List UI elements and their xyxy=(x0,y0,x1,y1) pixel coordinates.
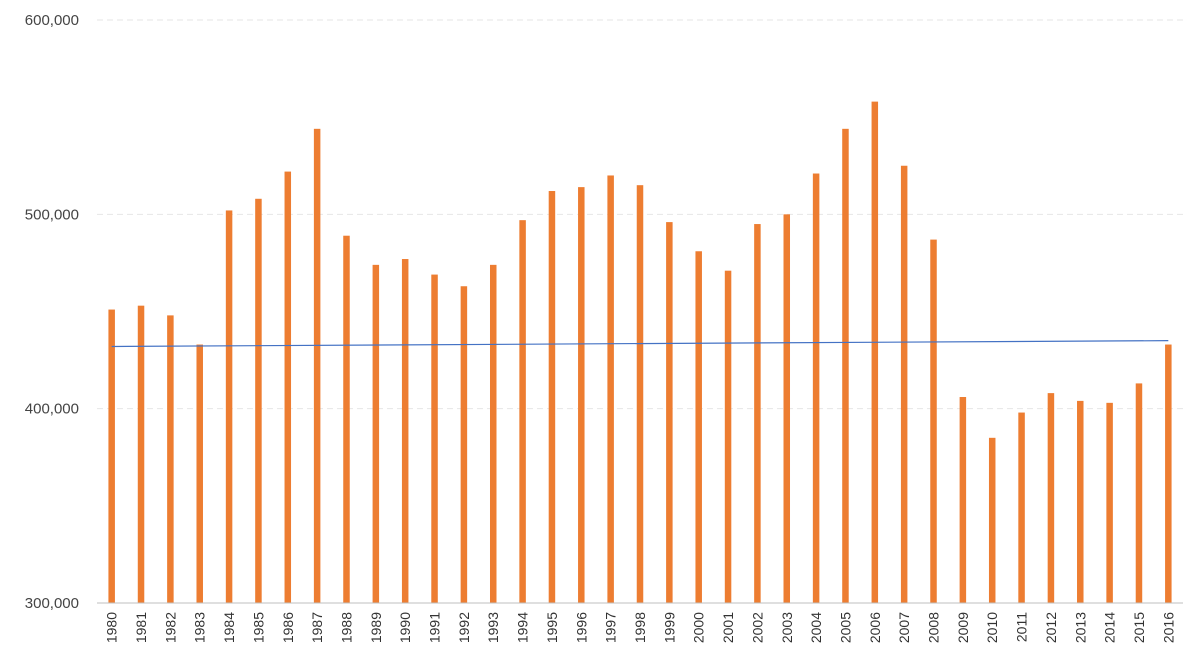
bar xyxy=(519,220,526,603)
bar xyxy=(489,264,497,603)
y-tick-label: 300,000 xyxy=(25,595,79,612)
x-tick-label: 2016 xyxy=(1160,612,1176,643)
x-tick-label: 2004 xyxy=(808,612,824,643)
x-tick-label: 1996 xyxy=(573,612,589,643)
bar xyxy=(401,259,409,603)
bar xyxy=(636,185,644,603)
x-tick-label: 2011 xyxy=(1014,612,1030,642)
x-tick-label: 2014 xyxy=(1102,612,1118,643)
x-tick-label: 2010 xyxy=(984,612,1000,643)
bar xyxy=(225,210,233,604)
bar xyxy=(284,171,292,603)
bar xyxy=(607,175,614,603)
bar xyxy=(842,128,849,603)
trendline xyxy=(111,340,1169,348)
y-tick-label: 500,000 xyxy=(25,206,79,223)
x-tick-label: 1994 xyxy=(515,612,531,643)
x-tick-label: 2012 xyxy=(1043,612,1059,643)
x-tick-label: 1990 xyxy=(397,612,413,643)
x-tick-label: 1992 xyxy=(456,612,472,643)
bar xyxy=(1165,344,1172,603)
x-tick-label: 1991 xyxy=(427,612,443,643)
bar xyxy=(578,187,585,604)
bar xyxy=(372,264,380,603)
bar xyxy=(959,397,967,603)
x-tick-label: 2002 xyxy=(749,612,765,643)
bar xyxy=(1135,383,1143,603)
x-tick-label: 2001 xyxy=(720,612,736,643)
x-tick-label: 1993 xyxy=(485,612,501,643)
bar xyxy=(900,165,908,603)
x-tick-label: 1989 xyxy=(368,612,384,643)
bar xyxy=(1077,400,1084,603)
bar-series xyxy=(108,101,1172,604)
bar xyxy=(695,251,702,604)
bar xyxy=(754,224,761,604)
x-tick-label: 1995 xyxy=(544,612,560,643)
bar xyxy=(1047,393,1055,603)
bar xyxy=(666,222,673,603)
bar xyxy=(108,309,115,603)
bar xyxy=(137,305,145,603)
x-tick-label: 1981 xyxy=(133,612,149,643)
x-tick-label: 2009 xyxy=(955,612,971,643)
x-tick-label: 1984 xyxy=(221,612,237,643)
x-tick-label: 2007 xyxy=(896,612,912,643)
bar xyxy=(343,235,350,603)
bar xyxy=(196,344,203,603)
y-tick-label: 600,000 xyxy=(25,12,79,29)
x-tick-label: 1982 xyxy=(162,612,178,643)
x-tick-label: 2013 xyxy=(1072,612,1088,643)
x-tick-label: 2008 xyxy=(926,612,942,643)
bar xyxy=(548,191,556,603)
x-tick-label: 2015 xyxy=(1131,612,1147,643)
bar xyxy=(783,214,791,604)
bar xyxy=(871,101,879,604)
bar xyxy=(988,437,996,603)
bar xyxy=(431,274,438,603)
bar xyxy=(930,239,937,603)
bar xyxy=(1018,412,1025,603)
bar xyxy=(812,173,820,604)
bar xyxy=(313,128,321,603)
x-tick-label: 2003 xyxy=(779,612,795,643)
x-tick-label: 2005 xyxy=(837,612,853,643)
bar xyxy=(1106,402,1113,603)
trendline-layer xyxy=(111,340,1169,348)
bar xyxy=(460,286,468,603)
x-tick-label: 1997 xyxy=(603,612,619,643)
y-tick-label: 400,000 xyxy=(25,401,79,418)
x-tick-label: 1988 xyxy=(338,612,354,643)
bar xyxy=(724,270,732,603)
x-tick-label: 1987 xyxy=(309,612,325,643)
x-tick-label: 1998 xyxy=(632,612,648,643)
x-tick-label: 1980 xyxy=(104,612,120,643)
bar xyxy=(167,315,174,603)
x-tick-label: 1999 xyxy=(661,612,677,643)
x-tick-label: 1986 xyxy=(280,612,296,643)
y-axis-ticks: 300,000 400,000 500,000 600,000 xyxy=(25,12,79,612)
bar xyxy=(255,198,262,603)
x-axis-ticks: 1980 1981 1982 1983 1984 1985 1986 1987 1988 1989… xyxy=(104,612,1177,643)
x-tick-label: 1985 xyxy=(250,612,266,643)
x-tick-label: 2000 xyxy=(691,612,707,643)
x-tick-label: 1983 xyxy=(192,612,208,643)
x-tick-label: 2006 xyxy=(867,612,883,643)
